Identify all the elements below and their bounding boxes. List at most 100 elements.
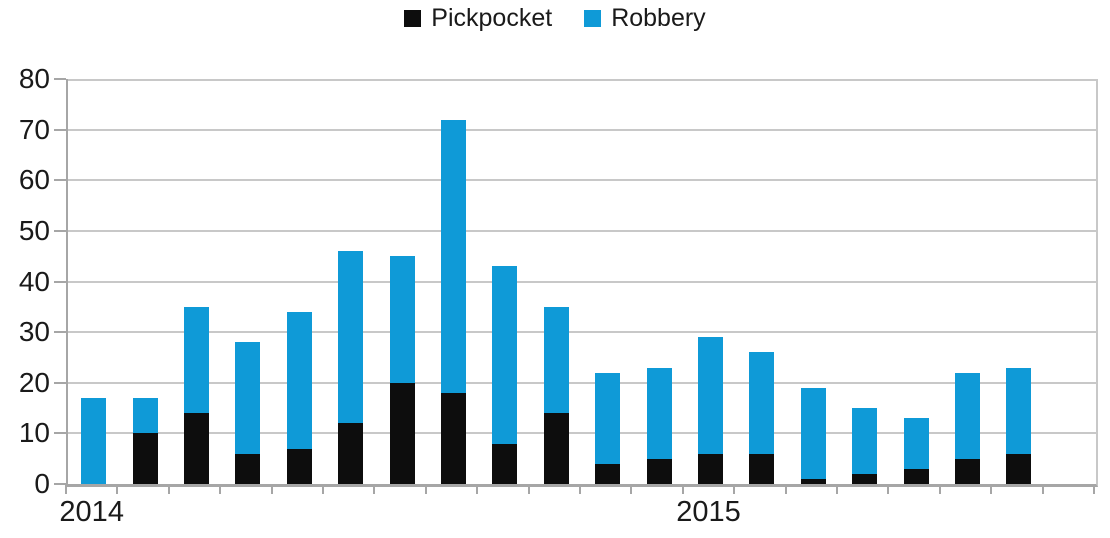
bar-stack-17	[903, 418, 929, 484]
bar-stack-7	[389, 256, 415, 484]
gridline-y-20	[68, 381, 1096, 384]
bar-segment-pickpocket-19	[1006, 453, 1032, 484]
x-axis-tick-2	[167, 485, 170, 494]
y-axis-label-70: 70	[18, 113, 50, 145]
bar-segment-robbery-17	[903, 418, 929, 469]
bar-segment-robbery-11	[595, 372, 621, 464]
x-axis-label-2015: 2015	[676, 496, 741, 528]
bar-stack-13	[698, 337, 723, 484]
bar-segment-pickpocket-15	[800, 478, 826, 484]
x-axis-tick-4	[270, 485, 273, 494]
bar-segment-robbery-3	[184, 306, 209, 414]
x-axis-tick-3	[219, 485, 222, 494]
gridline-y-10	[68, 432, 1096, 435]
bar-segment-robbery-12	[646, 367, 672, 459]
bar-segment-pickpocket-12	[646, 458, 672, 484]
y-axis-label-80: 80	[18, 63, 50, 94]
bar-segment-pickpocket-9	[492, 443, 518, 484]
x-axis-tick-20	[1093, 485, 1095, 494]
bar-segment-pickpocket-3	[184, 413, 209, 484]
x-axis-tick-10	[579, 485, 581, 494]
bar-segment-pickpocket-6	[338, 423, 364, 484]
bar-segment-pickpocket-2	[132, 433, 158, 484]
bar-segment-pickpocket-5	[286, 448, 312, 484]
x-axis-tick-1	[116, 485, 119, 494]
bar-segment-robbery-19	[1006, 367, 1032, 454]
bar-segment-pickpocket-18	[955, 458, 980, 484]
x-axis-tick-8	[476, 485, 479, 494]
x-axis-tick-16	[887, 485, 890, 494]
x-axis-tick-5	[322, 485, 324, 494]
bar-stack-2	[132, 397, 158, 484]
x-axis-tick-7	[424, 485, 427, 494]
bar-segment-robbery-7	[389, 256, 415, 383]
y-axis-label-50: 50	[18, 214, 50, 246]
gridline-y-80	[68, 79, 1096, 81]
bar-segment-robbery-15	[800, 387, 826, 479]
x-axis-tick-13	[733, 485, 736, 494]
y-axis-label-60: 60	[18, 164, 50, 196]
bar-stack-15	[800, 387, 826, 484]
x-axis-tick-19	[1041, 485, 1044, 494]
robbery-swatch-icon	[584, 9, 602, 27]
x-axis-tick-11	[630, 485, 633, 494]
bar-segment-pickpocket-4	[235, 453, 261, 484]
bar-segment-robbery-5	[286, 311, 312, 449]
y-axis-label-20: 20	[18, 366, 50, 398]
y-axis-tick-10	[54, 432, 66, 435]
x-axis-label-2014: 2014	[59, 496, 124, 528]
x-axis-tick-14	[784, 485, 787, 494]
bar-segment-robbery-10	[543, 306, 569, 414]
x-axis-tick-12	[681, 485, 684, 494]
x-axis-tick-6	[373, 485, 376, 494]
y-axis-tick-70	[54, 128, 66, 131]
y-axis-tick-30	[54, 331, 66, 334]
y-axis-tick-80	[54, 78, 66, 80]
y-axis-label-40: 40	[18, 265, 50, 297]
y-axis-tick-0	[54, 483, 66, 485]
x-axis-tick-9	[527, 485, 530, 494]
bar-stack-16	[852, 408, 878, 484]
y-axis-label-0: 0	[34, 468, 50, 499]
y-axis-tick-50	[54, 229, 66, 232]
bar-stack-5	[286, 311, 312, 484]
bar-segment-pickpocket-13	[698, 453, 723, 484]
bar-segment-pickpocket-17	[903, 468, 929, 484]
y-axis-tick-40	[54, 280, 66, 283]
bar-segment-robbery-13	[698, 337, 723, 454]
bar-segment-robbery-1	[81, 397, 107, 484]
bar-segment-robbery-14	[749, 352, 775, 454]
bar-segment-robbery-8	[441, 119, 466, 393]
bar-segment-pickpocket-8	[441, 392, 466, 484]
gridline-y-70	[68, 128, 1096, 131]
bar-stack-6	[338, 251, 364, 484]
bar-segment-robbery-2	[132, 397, 158, 434]
bar-segment-robbery-9	[492, 266, 518, 444]
gridline-y-40	[68, 280, 1096, 283]
bar-stack-1	[81, 397, 107, 484]
bar-segment-robbery-4	[235, 342, 261, 454]
bar-stack-8	[441, 119, 466, 484]
bar-segment-pickpocket-7	[389, 382, 415, 484]
gridline-y-60	[68, 179, 1096, 182]
x-axis-tick-17	[938, 485, 941, 494]
gridline-y-50	[68, 229, 1096, 232]
y-axis-tick-60	[54, 179, 66, 182]
legend-item-pickpocket: Pickpocket	[404, 4, 552, 32]
bar-segment-pickpocket-14	[749, 453, 775, 484]
bar-stack-19	[1006, 367, 1032, 484]
gridline-y-30	[68, 331, 1096, 334]
y-axis-tick-20	[54, 381, 66, 384]
x-axis-tick-0	[65, 485, 67, 494]
bar-stack-11	[595, 372, 621, 484]
x-axis-tick-15	[836, 485, 838, 494]
bar-stack-12	[646, 367, 672, 484]
chart-legend: Pickpocket Robbery	[0, 4, 1110, 32]
bar-segment-pickpocket-11	[595, 463, 621, 484]
legend-label-robbery: Robbery	[611, 4, 706, 32]
bar-segment-robbery-16	[852, 408, 878, 474]
bar-segment-robbery-18	[955, 372, 980, 459]
y-axis-label-30: 30	[18, 316, 50, 348]
legend-item-robbery: Robbery	[584, 4, 706, 32]
